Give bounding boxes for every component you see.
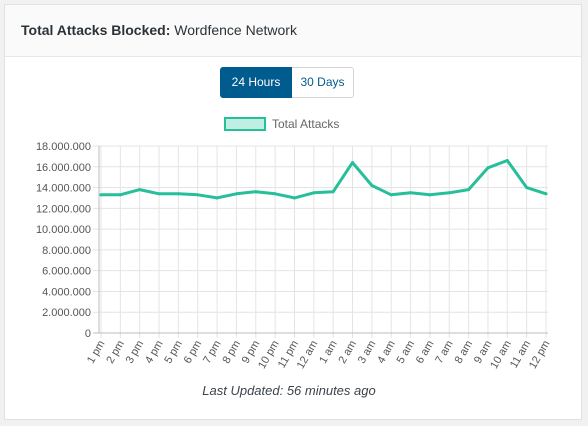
chart-legend[interactable]: Total Attacks bbox=[224, 117, 339, 131]
y-tick-label: 4.000.000 bbox=[42, 286, 91, 298]
data-point bbox=[351, 161, 355, 165]
y-tick-label: 12.000.000 bbox=[36, 203, 91, 215]
data-point bbox=[99, 193, 103, 197]
x-tick-label: 6 pm bbox=[182, 339, 205, 366]
range-24-hours-button[interactable]: 24 Hours bbox=[220, 67, 292, 98]
data-point bbox=[254, 190, 258, 194]
legend-label: Total Attacks bbox=[272, 117, 340, 131]
x-tick-label: 3 pm bbox=[124, 339, 147, 366]
x-tick-label: 2 am bbox=[336, 339, 359, 366]
last-updated-text: Last Updated: 56 minutes ago bbox=[202, 383, 376, 398]
series-line-total-attacks bbox=[99, 159, 548, 200]
data-point bbox=[486, 166, 490, 170]
x-tick-label: 5 am bbox=[395, 339, 418, 366]
data-point bbox=[234, 192, 238, 196]
x-tick-label: 7 am bbox=[433, 339, 456, 366]
data-point bbox=[138, 188, 142, 192]
data-point bbox=[467, 188, 471, 192]
range-30-days-button[interactable]: 30 Days bbox=[292, 67, 354, 98]
x-tick-label: 3 am bbox=[356, 339, 379, 366]
x-tick-label: 6 am bbox=[414, 339, 437, 366]
x-tick-label: 2 pm bbox=[104, 339, 127, 366]
y-tick-label: 18.000.000 bbox=[36, 141, 91, 153]
data-point bbox=[157, 192, 161, 196]
data-point bbox=[331, 190, 335, 194]
x-tick-label: 5 pm bbox=[162, 339, 185, 366]
data-point bbox=[428, 193, 432, 197]
data-point bbox=[447, 191, 451, 195]
panel-title-label: Total Attacks Blocked: bbox=[21, 22, 171, 38]
panel-header: Total Attacks Blocked: Wordfence Network bbox=[5, 5, 581, 57]
x-tick-label: 8 am bbox=[453, 339, 476, 366]
y-tick-label: 0 bbox=[85, 328, 91, 340]
data-point bbox=[215, 196, 219, 200]
x-tick-label: 4 am bbox=[375, 339, 398, 366]
data-point bbox=[176, 192, 180, 196]
x-tick-label: 4 pm bbox=[143, 339, 166, 366]
data-point bbox=[544, 192, 548, 196]
range-toggle: 24 Hours 30 Days bbox=[220, 67, 354, 98]
y-tick-label: 2.000.000 bbox=[42, 307, 91, 319]
y-tick-label: 14.000.000 bbox=[36, 183, 91, 195]
y-tick-label: 10.000.000 bbox=[36, 224, 91, 236]
data-point bbox=[389, 193, 393, 197]
panel-title-value: Wordfence Network bbox=[174, 22, 297, 38]
data-point bbox=[370, 183, 374, 187]
data-point bbox=[409, 191, 413, 195]
data-point bbox=[118, 193, 122, 197]
legend-swatch bbox=[224, 117, 266, 131]
data-point bbox=[505, 159, 509, 163]
y-tick-label: 6.000.000 bbox=[42, 266, 91, 278]
data-point bbox=[273, 192, 277, 196]
data-point bbox=[525, 186, 529, 190]
y-tick-label: 8.000.000 bbox=[42, 245, 91, 257]
y-tick-label: 16.000.000 bbox=[36, 162, 91, 174]
x-tick-label: 1 pm bbox=[85, 339, 108, 366]
x-tick-label: 7 pm bbox=[201, 339, 224, 366]
data-point bbox=[292, 196, 296, 200]
x-tick-label: 8 pm bbox=[220, 339, 243, 366]
data-point bbox=[196, 193, 200, 197]
x-tick-label: 1 am bbox=[317, 339, 340, 366]
data-point bbox=[312, 191, 316, 195]
